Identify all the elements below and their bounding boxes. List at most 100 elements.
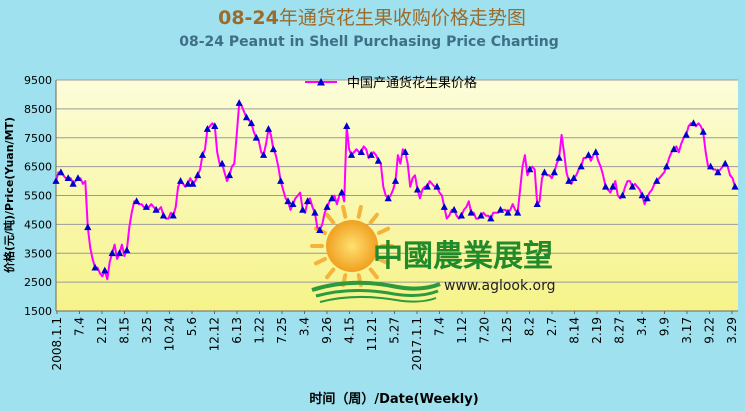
y-tick-label: 9500 <box>24 74 52 87</box>
wave-logo <box>311 280 441 292</box>
data-point <box>284 197 292 205</box>
x-tick-label: 7.4 <box>73 317 87 336</box>
data-point <box>628 182 636 190</box>
data-point <box>619 191 627 199</box>
data-point <box>496 205 505 213</box>
x-tick-label: 3.29 <box>725 317 739 344</box>
data-point <box>550 168 558 176</box>
data-point <box>74 174 82 181</box>
data-point <box>169 211 177 219</box>
data-point <box>670 145 678 153</box>
x-tick-label: 5.6 <box>185 317 199 336</box>
x-tick-label: 4.15 <box>343 317 357 344</box>
data-point <box>177 177 185 184</box>
x-tick-label: 10.24 <box>163 317 177 351</box>
data-point <box>367 151 375 158</box>
data-point <box>540 168 549 176</box>
data-point <box>374 156 382 164</box>
x-tick-label: 3.4 <box>635 317 649 336</box>
data-point <box>323 203 331 210</box>
x-tick-label: 2.19 <box>590 317 604 344</box>
x-tick-label: 7.4 <box>433 317 447 336</box>
data-point <box>69 179 77 187</box>
data-point <box>225 171 233 179</box>
chart-title: 08-24年通货花生果收购价格走势图 <box>218 7 526 29</box>
data-point <box>423 182 431 190</box>
data-point <box>457 211 465 219</box>
data-point <box>108 249 116 257</box>
data-point <box>198 151 207 158</box>
x-tick-label: 7.20 <box>478 317 492 344</box>
data-point <box>152 205 160 213</box>
x-tick-label: 2017.1.1 <box>410 317 424 370</box>
chart-title-rest: 年通货花生果收购价格走势图 <box>279 7 526 29</box>
data-point <box>142 203 150 210</box>
data-point <box>299 205 307 213</box>
x-tick-label: 3.25 <box>140 317 154 344</box>
data-point <box>189 179 197 187</box>
x-axis-label: 时间（周）/Date(Weekly) <box>309 391 478 407</box>
x-tick-label: 3.4 <box>298 317 312 336</box>
y-tick-label: 5500 <box>24 190 52 203</box>
x-tick-label: 8.2 <box>523 317 537 336</box>
data-point <box>194 171 202 179</box>
data-point <box>133 197 141 205</box>
x-tick-label: 6.13 <box>230 317 244 344</box>
data-point <box>91 263 99 271</box>
y-tick-label: 8500 <box>24 103 52 116</box>
data-point <box>504 208 512 216</box>
data-point <box>731 182 739 190</box>
y-tick-label: 4500 <box>24 218 52 231</box>
grid <box>55 79 738 312</box>
data-point <box>311 208 319 216</box>
x-tick-label: 1.22 <box>253 317 267 344</box>
data-point <box>467 208 475 216</box>
data-point <box>277 177 285 184</box>
data-point <box>264 125 273 132</box>
x-tick-label: 1.12 <box>455 317 469 344</box>
data-point <box>260 151 268 158</box>
x-ticks: 2008.1.1 7.4 2.12 8.15 3.25 10.24 5.6 12.12 6.13… <box>50 311 739 370</box>
x-tick-label: 11.21 <box>365 317 379 351</box>
x-tick-label: 9.26 <box>320 317 334 344</box>
data-point <box>328 194 336 202</box>
data-point <box>577 162 585 170</box>
y-tick-label: 7500 <box>24 132 52 145</box>
data-point <box>699 128 707 135</box>
data-point <box>338 188 346 196</box>
y-tick-label: 2500 <box>24 276 52 289</box>
data-point <box>242 113 251 121</box>
watermark: 中國農業展望 www.aglook.org <box>310 205 556 303</box>
x-tick-label: 8.15 <box>118 317 132 344</box>
x-tick-label: 2.12 <box>95 317 109 344</box>
data-point <box>682 130 690 138</box>
data-point <box>57 168 65 176</box>
legend-label: 中国产通货花生果价格 <box>347 75 477 91</box>
y-axis-label: 价格(元/吨)/Price(Yuan/MT) <box>2 117 16 273</box>
data-point <box>218 159 226 167</box>
x-tick-label: 8.14 <box>568 317 582 344</box>
data-point <box>609 182 617 190</box>
x-tick-label: 7.25 <box>275 317 289 344</box>
x-tick-label: 3.17 <box>680 317 694 344</box>
y-ticks: 1500 2500 3500 4500 5500 6500 7500 8500 9500 <box>24 74 52 318</box>
x-tick-label: 2.7 <box>545 317 559 336</box>
data-point <box>247 119 255 127</box>
data-point <box>440 203 448 210</box>
legend: 中国产通货花生果价格 <box>305 75 477 91</box>
data-point <box>592 148 600 155</box>
data-point <box>663 162 671 170</box>
data-point <box>304 197 312 205</box>
data-point <box>52 177 60 184</box>
x-tick-label: 9.22 <box>703 317 717 344</box>
data-point <box>555 154 563 161</box>
data-point <box>252 133 260 141</box>
data-point <box>707 162 715 170</box>
y-tick-label: 6500 <box>24 161 52 174</box>
data-point <box>159 211 168 219</box>
x-tick-label: 5.27 <box>388 317 402 344</box>
data-point <box>487 214 495 222</box>
y-tick-label: 3500 <box>24 247 52 260</box>
data-point <box>347 151 356 158</box>
